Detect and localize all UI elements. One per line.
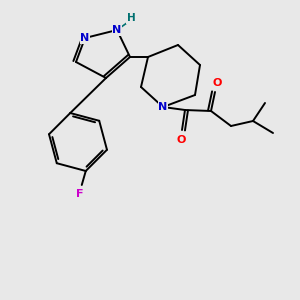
Text: H: H bbox=[127, 13, 135, 23]
Text: N: N bbox=[112, 25, 122, 35]
Text: N: N bbox=[80, 33, 90, 43]
Text: F: F bbox=[76, 189, 83, 199]
Text: N: N bbox=[158, 102, 168, 112]
Text: O: O bbox=[176, 135, 186, 145]
Text: O: O bbox=[212, 78, 222, 88]
